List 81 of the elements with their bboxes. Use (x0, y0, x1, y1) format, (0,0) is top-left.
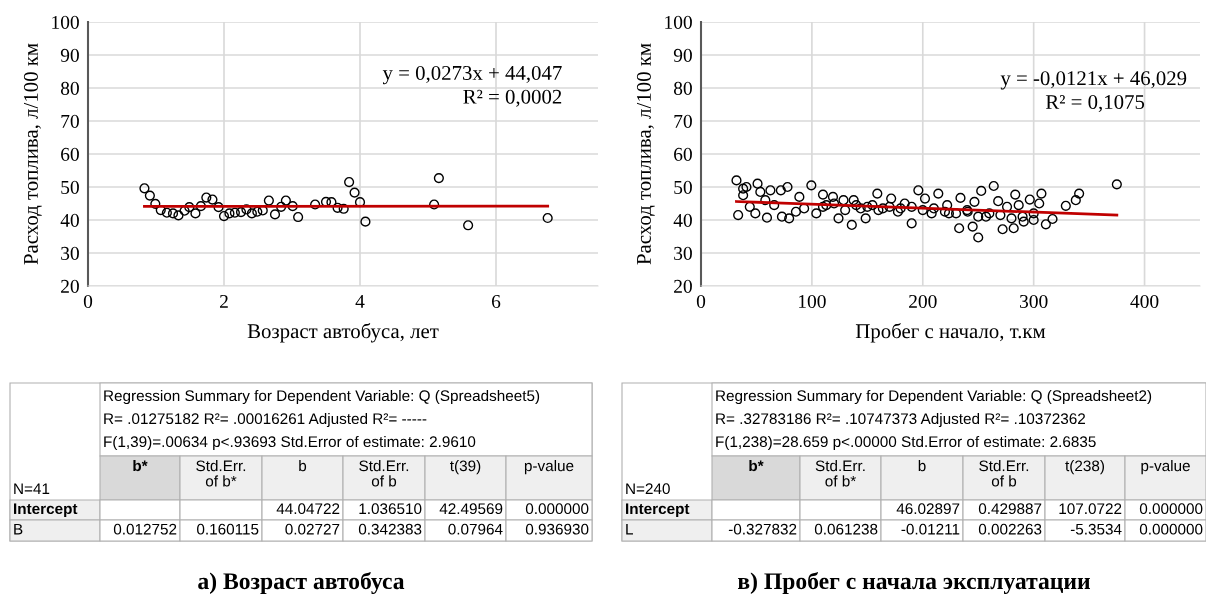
x-tick-label: 0 (696, 294, 706, 309)
x-tick-label: 6 (491, 294, 501, 309)
text: Intercept (14, 503, 78, 518)
y-tick-label: 60 (674, 147, 692, 161)
text: N=41 (14, 483, 50, 494)
text: F(1,238)=28.659 p<.00000 Std.Error of estimate: 2.6835 (716, 435, 1096, 451)
text: в) Пробег с начала эксплуатации (737, 572, 1090, 594)
y-tick-label: 100 (52, 15, 79, 29)
text: b* (133, 460, 148, 472)
x-tick-label: 400 (1130, 294, 1159, 309)
text: 0.000000 (525, 503, 589, 515)
text: 0.061238 (814, 523, 878, 535)
text: -0.327832 (728, 523, 797, 535)
y-tick-label: 100 (665, 15, 692, 29)
y-tick-label: 40 (60, 213, 79, 227)
text: b (299, 460, 307, 472)
y-tick-label: 50 (61, 180, 79, 194)
text: -0.01211 (901, 523, 960, 535)
text: -5.3534 (1070, 523, 1122, 535)
y-tick-label: 70 (61, 114, 79, 128)
annotation: y = -0,0121x + 46,029 (1000, 71, 1187, 90)
y-tick-label: 20 (674, 279, 692, 293)
text: Intercept (626, 503, 690, 518)
x-tick-label: 4 (355, 295, 365, 308)
text: 0.07964 (448, 523, 503, 535)
text: p-value (1141, 460, 1190, 475)
text: 42.49569 (439, 503, 503, 515)
y-tick-label: 80 (673, 81, 692, 95)
text: Std.Err. of b (979, 460, 1029, 487)
text: 44.04722 (276, 503, 340, 515)
y-tick-label: 40 (673, 213, 692, 227)
text: 0.002263 (978, 523, 1042, 535)
y-tick-label: 90 (673, 48, 692, 62)
text: B (14, 523, 23, 535)
x-tick-label: 2 (219, 294, 228, 308)
y-tick-label: 60 (61, 147, 79, 161)
text: Std.Err. of b (359, 460, 409, 487)
text: Std.Err. of b* (815, 460, 865, 487)
text: t(238) (1065, 460, 1105, 475)
text: L (626, 523, 633, 535)
text: 107.0722 (1059, 503, 1122, 515)
text: 0.02727 (285, 523, 340, 535)
text: F(1,39)=.00634 p<.93693 Std.Error of estimate: 2.9610 (104, 435, 476, 451)
text: R= .32783186 R²= .10747373 Adjusted R²= .10372362 (716, 412, 1086, 428)
text: 1.036510 (359, 503, 422, 515)
x-tick-label: 200 (909, 294, 937, 309)
y-tick-label: 30 (61, 246, 79, 260)
text: 0.429887 (978, 503, 1042, 515)
text: а) Возраст автобуса (198, 572, 405, 594)
text: p-value (524, 460, 574, 475)
text: 0.160115 (197, 523, 259, 535)
text: t(39) (450, 460, 481, 475)
text: 0.936930 (525, 523, 589, 535)
y-tick-label: 90 (60, 48, 79, 62)
y-tick-label: 20 (61, 279, 79, 293)
annotation: R² = 0,0002 (463, 89, 562, 107)
text: R= .01275182 R²= .00016261 Adjusted R²= ----- (104, 412, 427, 428)
x-tick-label: 100 (799, 294, 826, 309)
text: 0.012752 (113, 523, 177, 535)
y-tick-label: 70 (674, 114, 692, 128)
annotation: y = 0,0273x + 44,047 (382, 65, 562, 85)
text: N=240 (626, 483, 670, 495)
text: Std.Err. of b* (196, 460, 246, 487)
text: 46.02897 (896, 503, 960, 515)
y-tick-label: 30 (674, 246, 692, 260)
x-axis-title: Пробег с начало, т.км (855, 323, 1046, 343)
y-axis-title: Расход топлива, л/100 км (636, 43, 655, 265)
text: b (918, 460, 926, 472)
x-axis-title: Возраст автобуса, лет (247, 323, 439, 343)
y-axis-title: Расход топлива, л/100 км (23, 43, 42, 265)
text: b* (749, 460, 764, 472)
y-tick-label: 50 (674, 180, 692, 194)
x-tick-label: 0 (83, 294, 93, 309)
text: 0.342383 (358, 523, 422, 535)
y-tick-label: 80 (60, 81, 79, 95)
annotation: R² = 0,1075 (1045, 95, 1145, 113)
x-tick-label: 300 (1020, 294, 1048, 309)
text: Regression Summary for Dependent Variable: Q (Spreadsheet5) (104, 389, 540, 405)
text: 0.000000 (1139, 523, 1203, 535)
text: Regression Summary for Dependent Variable: Q (Spreadsheet2) (716, 389, 1152, 405)
text: 0.000000 (1139, 503, 1203, 515)
